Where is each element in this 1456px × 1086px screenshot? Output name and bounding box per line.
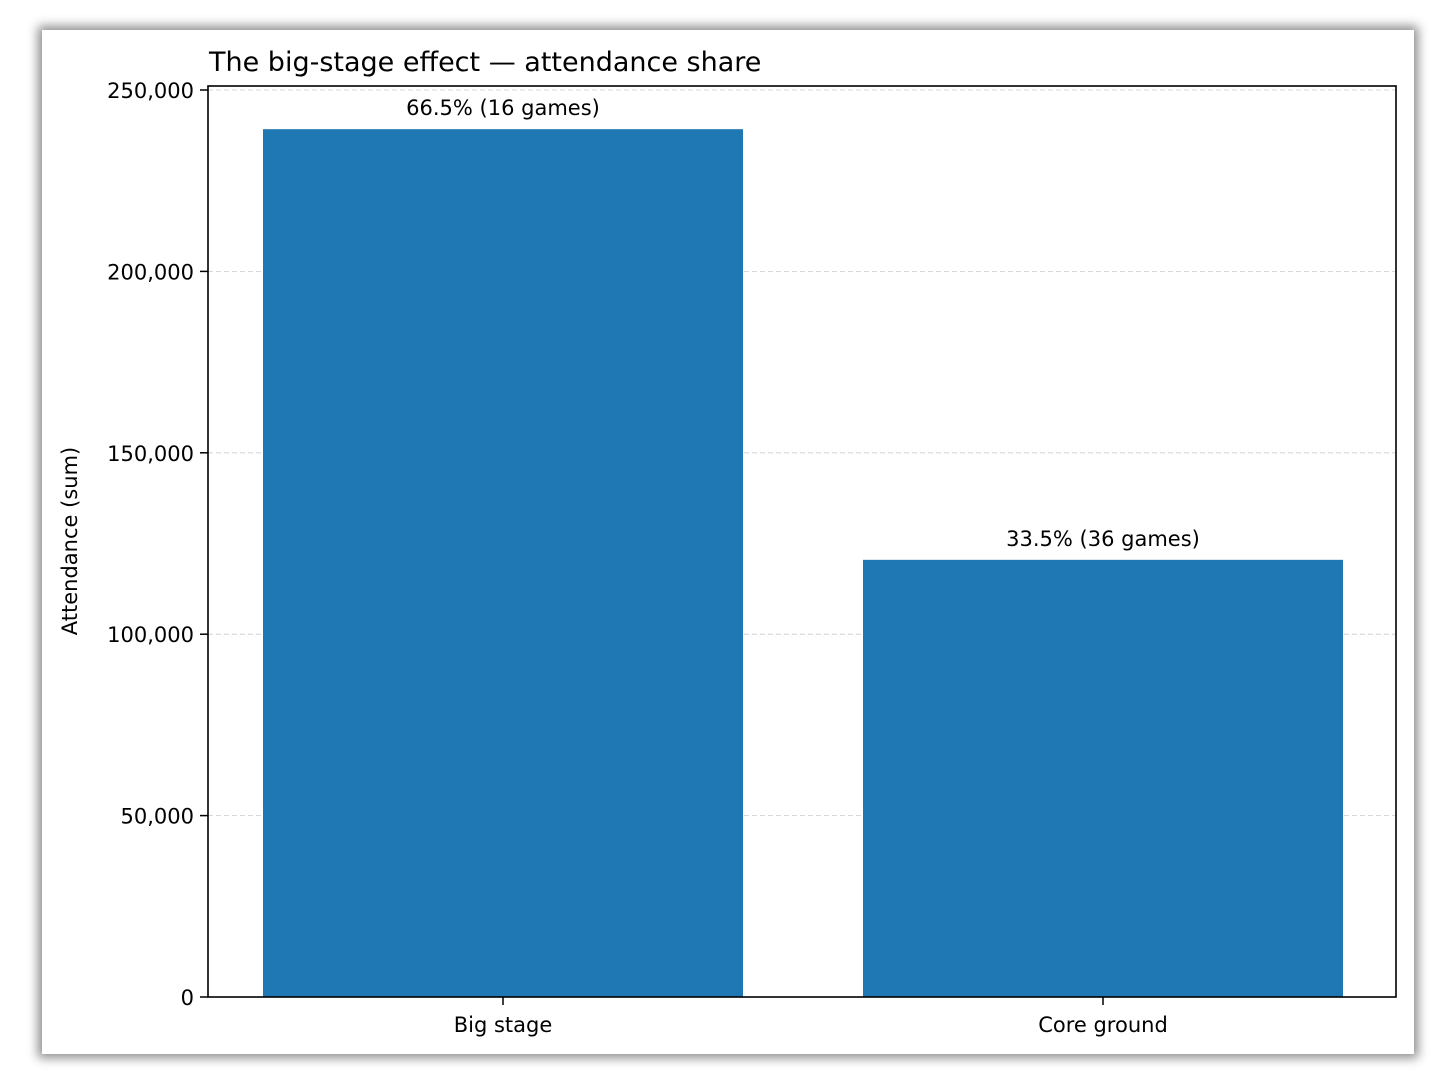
y-axis-label: Attendance (sum) [58,447,82,635]
chart-title: The big-stage effect — attendance share [208,47,761,78]
y-tick-label: 250,000 [107,79,194,103]
y-tick-label: 200,000 [107,260,194,284]
x-tick-label: Big stage [454,1013,553,1037]
bar-value-label: 66.5% (16 games) [406,96,600,120]
y-tick-label: 50,000 [121,805,194,829]
bar-big-stage [263,129,743,998]
bar-core-ground [863,559,1343,997]
y-tick-label: 150,000 [107,442,194,466]
plot-frame [207,85,1397,998]
y-tick-label: 100,000 [107,623,194,647]
x-tick-label: Core ground [1038,1013,1168,1037]
y-tick-label: 0 [181,986,194,1010]
bar-value-label: 33.5% (36 games) [1006,527,1200,551]
